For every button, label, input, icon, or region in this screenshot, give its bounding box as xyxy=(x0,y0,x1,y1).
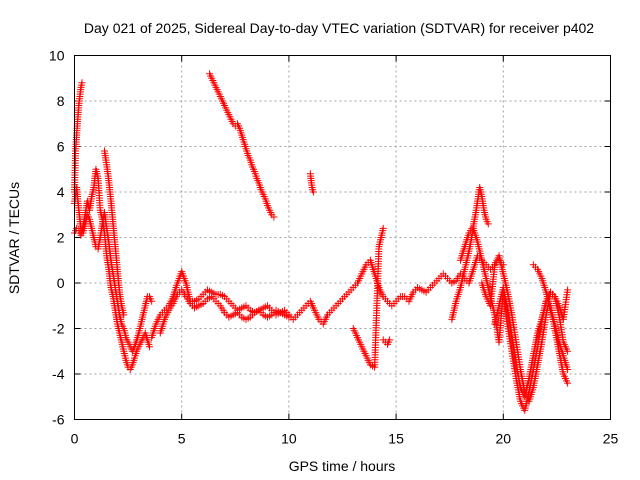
y-tick-label: 6 xyxy=(57,139,65,155)
data-point xyxy=(120,311,128,319)
y-tick-label: -2 xyxy=(52,321,65,337)
y-axis-label: SDTVAR / TECUs xyxy=(6,182,22,294)
data-point xyxy=(379,224,387,232)
y-tick-label: 4 xyxy=(57,184,65,200)
data-point xyxy=(564,365,572,373)
chart-title: Day 021 of 2025, Sidereal Day-to-day VTE… xyxy=(84,20,594,36)
x-tick-label: 0 xyxy=(71,431,79,447)
x-tick-label: 15 xyxy=(388,431,404,447)
y-tick-label: 2 xyxy=(57,230,65,246)
data-point xyxy=(564,286,572,294)
data-points xyxy=(71,70,572,414)
data-point xyxy=(310,188,318,196)
y-tick-label: 0 xyxy=(57,275,65,291)
data-point xyxy=(78,79,86,87)
data-point xyxy=(386,336,394,344)
plot-frame xyxy=(74,55,611,420)
x-axis-label: GPS time / hours xyxy=(289,458,396,474)
x-tick-label: 20 xyxy=(496,431,512,447)
y-tick-label: 10 xyxy=(49,48,65,64)
data-point xyxy=(148,297,156,305)
data-point xyxy=(146,343,154,351)
x-tick-label: 10 xyxy=(281,431,297,447)
data-point xyxy=(270,213,278,221)
data-point xyxy=(484,220,492,228)
data-point xyxy=(564,379,572,387)
x-tick-label: 5 xyxy=(178,431,186,447)
data-point xyxy=(285,313,293,321)
x-tick-label: 25 xyxy=(603,431,619,447)
y-tick-label: 8 xyxy=(57,93,65,109)
y-tick-label: -4 xyxy=(52,366,65,382)
axis-ticks: 0 5 10 15 20 25 -6 -4 -2 0 2 4 6 8 10 xyxy=(49,48,619,447)
y-tick-label: -6 xyxy=(52,412,65,428)
